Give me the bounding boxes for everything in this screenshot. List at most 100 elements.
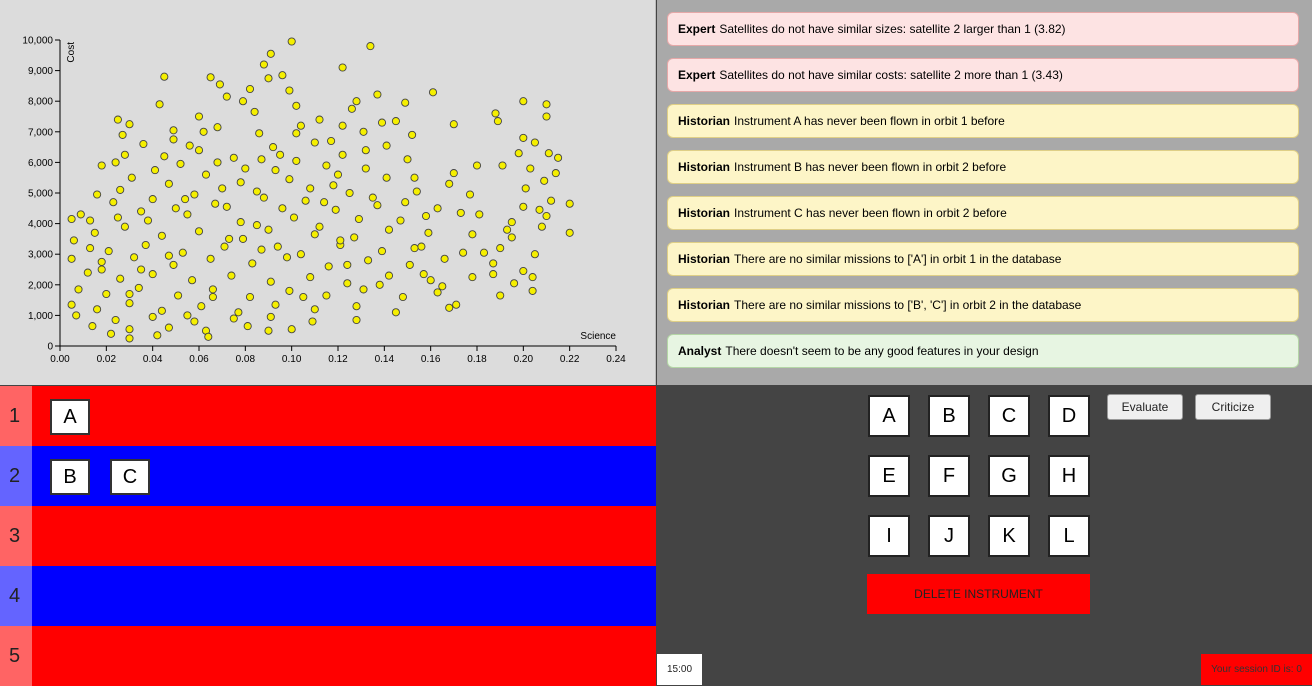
scatter-point[interactable] <box>69 236 78 245</box>
scatter-point[interactable] <box>410 173 419 182</box>
scatter-point[interactable] <box>347 104 356 113</box>
scatter-point[interactable] <box>310 305 319 314</box>
scatter-point[interactable] <box>310 230 319 239</box>
scatter-point[interactable] <box>352 302 361 311</box>
scatter-point[interactable] <box>252 187 261 196</box>
scatter-point[interactable] <box>169 126 178 135</box>
scatter-point[interactable] <box>519 202 528 211</box>
scatter-point[interactable] <box>336 236 345 245</box>
scatter-point[interactable] <box>315 222 324 231</box>
scatter-point[interactable] <box>530 250 539 259</box>
scatter-point[interactable] <box>310 138 319 147</box>
scatter-point[interactable] <box>308 317 317 326</box>
scatter-point[interactable] <box>468 273 477 282</box>
scatter-point[interactable] <box>194 227 204 236</box>
scatter-point[interactable] <box>266 49 275 58</box>
scatter-point[interactable] <box>220 242 229 251</box>
scatter-point[interactable] <box>141 240 150 250</box>
scatter-point[interactable] <box>542 100 551 109</box>
scatter-point[interactable] <box>540 176 549 185</box>
scatter-point[interactable] <box>125 325 134 334</box>
scatter-point[interactable] <box>345 188 354 198</box>
scatter-point[interactable] <box>296 250 305 259</box>
scatter-point[interactable] <box>257 245 266 254</box>
scatter-point[interactable] <box>547 196 556 205</box>
scatter-point[interactable] <box>97 257 106 266</box>
scatter-point[interactable] <box>120 150 129 159</box>
scatter-point[interactable] <box>475 210 484 219</box>
scatter-point[interactable] <box>111 158 120 167</box>
scatter-point[interactable] <box>493 117 502 126</box>
scatter-point[interactable] <box>489 270 498 279</box>
scatter-point[interactable] <box>213 123 222 132</box>
scatter-point[interactable] <box>544 149 553 158</box>
scatter-point[interactable] <box>503 225 512 234</box>
scatter-point[interactable] <box>164 323 173 332</box>
scatter-point[interactable] <box>285 86 294 95</box>
scatter-point[interactable] <box>236 218 245 227</box>
scatter-point[interactable] <box>264 326 273 335</box>
scatter-point[interactable] <box>530 138 539 147</box>
scatter-point[interactable] <box>176 159 185 168</box>
scatter-point[interactable] <box>445 179 454 188</box>
scatter-point[interactable] <box>507 233 516 242</box>
instrument-button[interactable]: K <box>988 515 1030 557</box>
scatter-point[interactable] <box>222 202 231 211</box>
scatter-point[interactable] <box>234 308 243 317</box>
scatter-point[interactable] <box>174 291 183 300</box>
scatter-point[interactable] <box>301 196 310 205</box>
scatter-point[interactable] <box>213 158 222 167</box>
scatter-point[interactable] <box>116 185 125 194</box>
scatter-point[interactable] <box>211 199 220 208</box>
scatter-point[interactable] <box>338 63 347 72</box>
scatter-point[interactable] <box>215 80 224 89</box>
scatter-point[interactable] <box>384 225 394 234</box>
scatter-point[interactable] <box>433 204 442 213</box>
scatter-point[interactable] <box>278 204 287 213</box>
scatter-point[interactable] <box>197 302 206 311</box>
scatter-point[interactable] <box>106 329 116 338</box>
scatter-point[interactable] <box>438 282 447 291</box>
scatter-point[interactable] <box>507 218 516 227</box>
scatter-point[interactable] <box>113 213 122 222</box>
scatter-point[interactable] <box>519 97 528 106</box>
scatter-point[interactable] <box>282 253 292 262</box>
scatter-point[interactable] <box>125 334 134 343</box>
criticize-button[interactable]: Criticize <box>1195 394 1271 420</box>
scatter-point[interactable] <box>320 198 329 207</box>
scatter-point[interactable] <box>419 270 428 279</box>
scatter-point[interactable] <box>405 260 414 269</box>
scatter-point[interactable] <box>157 231 166 240</box>
scatter-point[interactable] <box>401 198 410 207</box>
scatter-point[interactable] <box>468 230 477 239</box>
scatter-point[interactable] <box>269 143 278 152</box>
scatter-point[interactable] <box>565 228 574 237</box>
scatter-point[interactable] <box>164 251 173 260</box>
scatter-point[interactable] <box>366 42 375 51</box>
scatter-point[interactable] <box>382 141 391 150</box>
scatter-point[interactable] <box>519 266 528 276</box>
scatter-point[interactable] <box>266 277 275 286</box>
scatter-point[interactable] <box>479 248 489 257</box>
scatter-point[interactable] <box>264 225 273 234</box>
scatter-point[interactable] <box>408 130 417 139</box>
scatter-point[interactable] <box>255 129 264 138</box>
scatter-point[interactable] <box>83 268 92 277</box>
instrument-button[interactable]: H <box>1048 455 1090 497</box>
scatter-point[interactable] <box>354 214 363 224</box>
scatter-point[interactable] <box>229 314 238 323</box>
scatter-point[interactable] <box>120 222 129 231</box>
scatter-point[interactable] <box>373 90 382 99</box>
scatter-point[interactable] <box>201 170 211 179</box>
scatter-point[interactable] <box>285 175 294 184</box>
delete-instrument-button[interactable]: DELETE INSTRUMENT <box>867 574 1090 614</box>
scatter-point[interactable] <box>542 112 551 121</box>
scatter-point[interactable] <box>125 289 134 299</box>
scatter-point[interactable] <box>125 299 134 308</box>
scatter-point[interactable] <box>194 146 204 155</box>
scatter-point[interactable] <box>67 214 76 224</box>
scatter-point[interactable] <box>384 271 394 280</box>
scatter-point[interactable] <box>266 312 275 321</box>
